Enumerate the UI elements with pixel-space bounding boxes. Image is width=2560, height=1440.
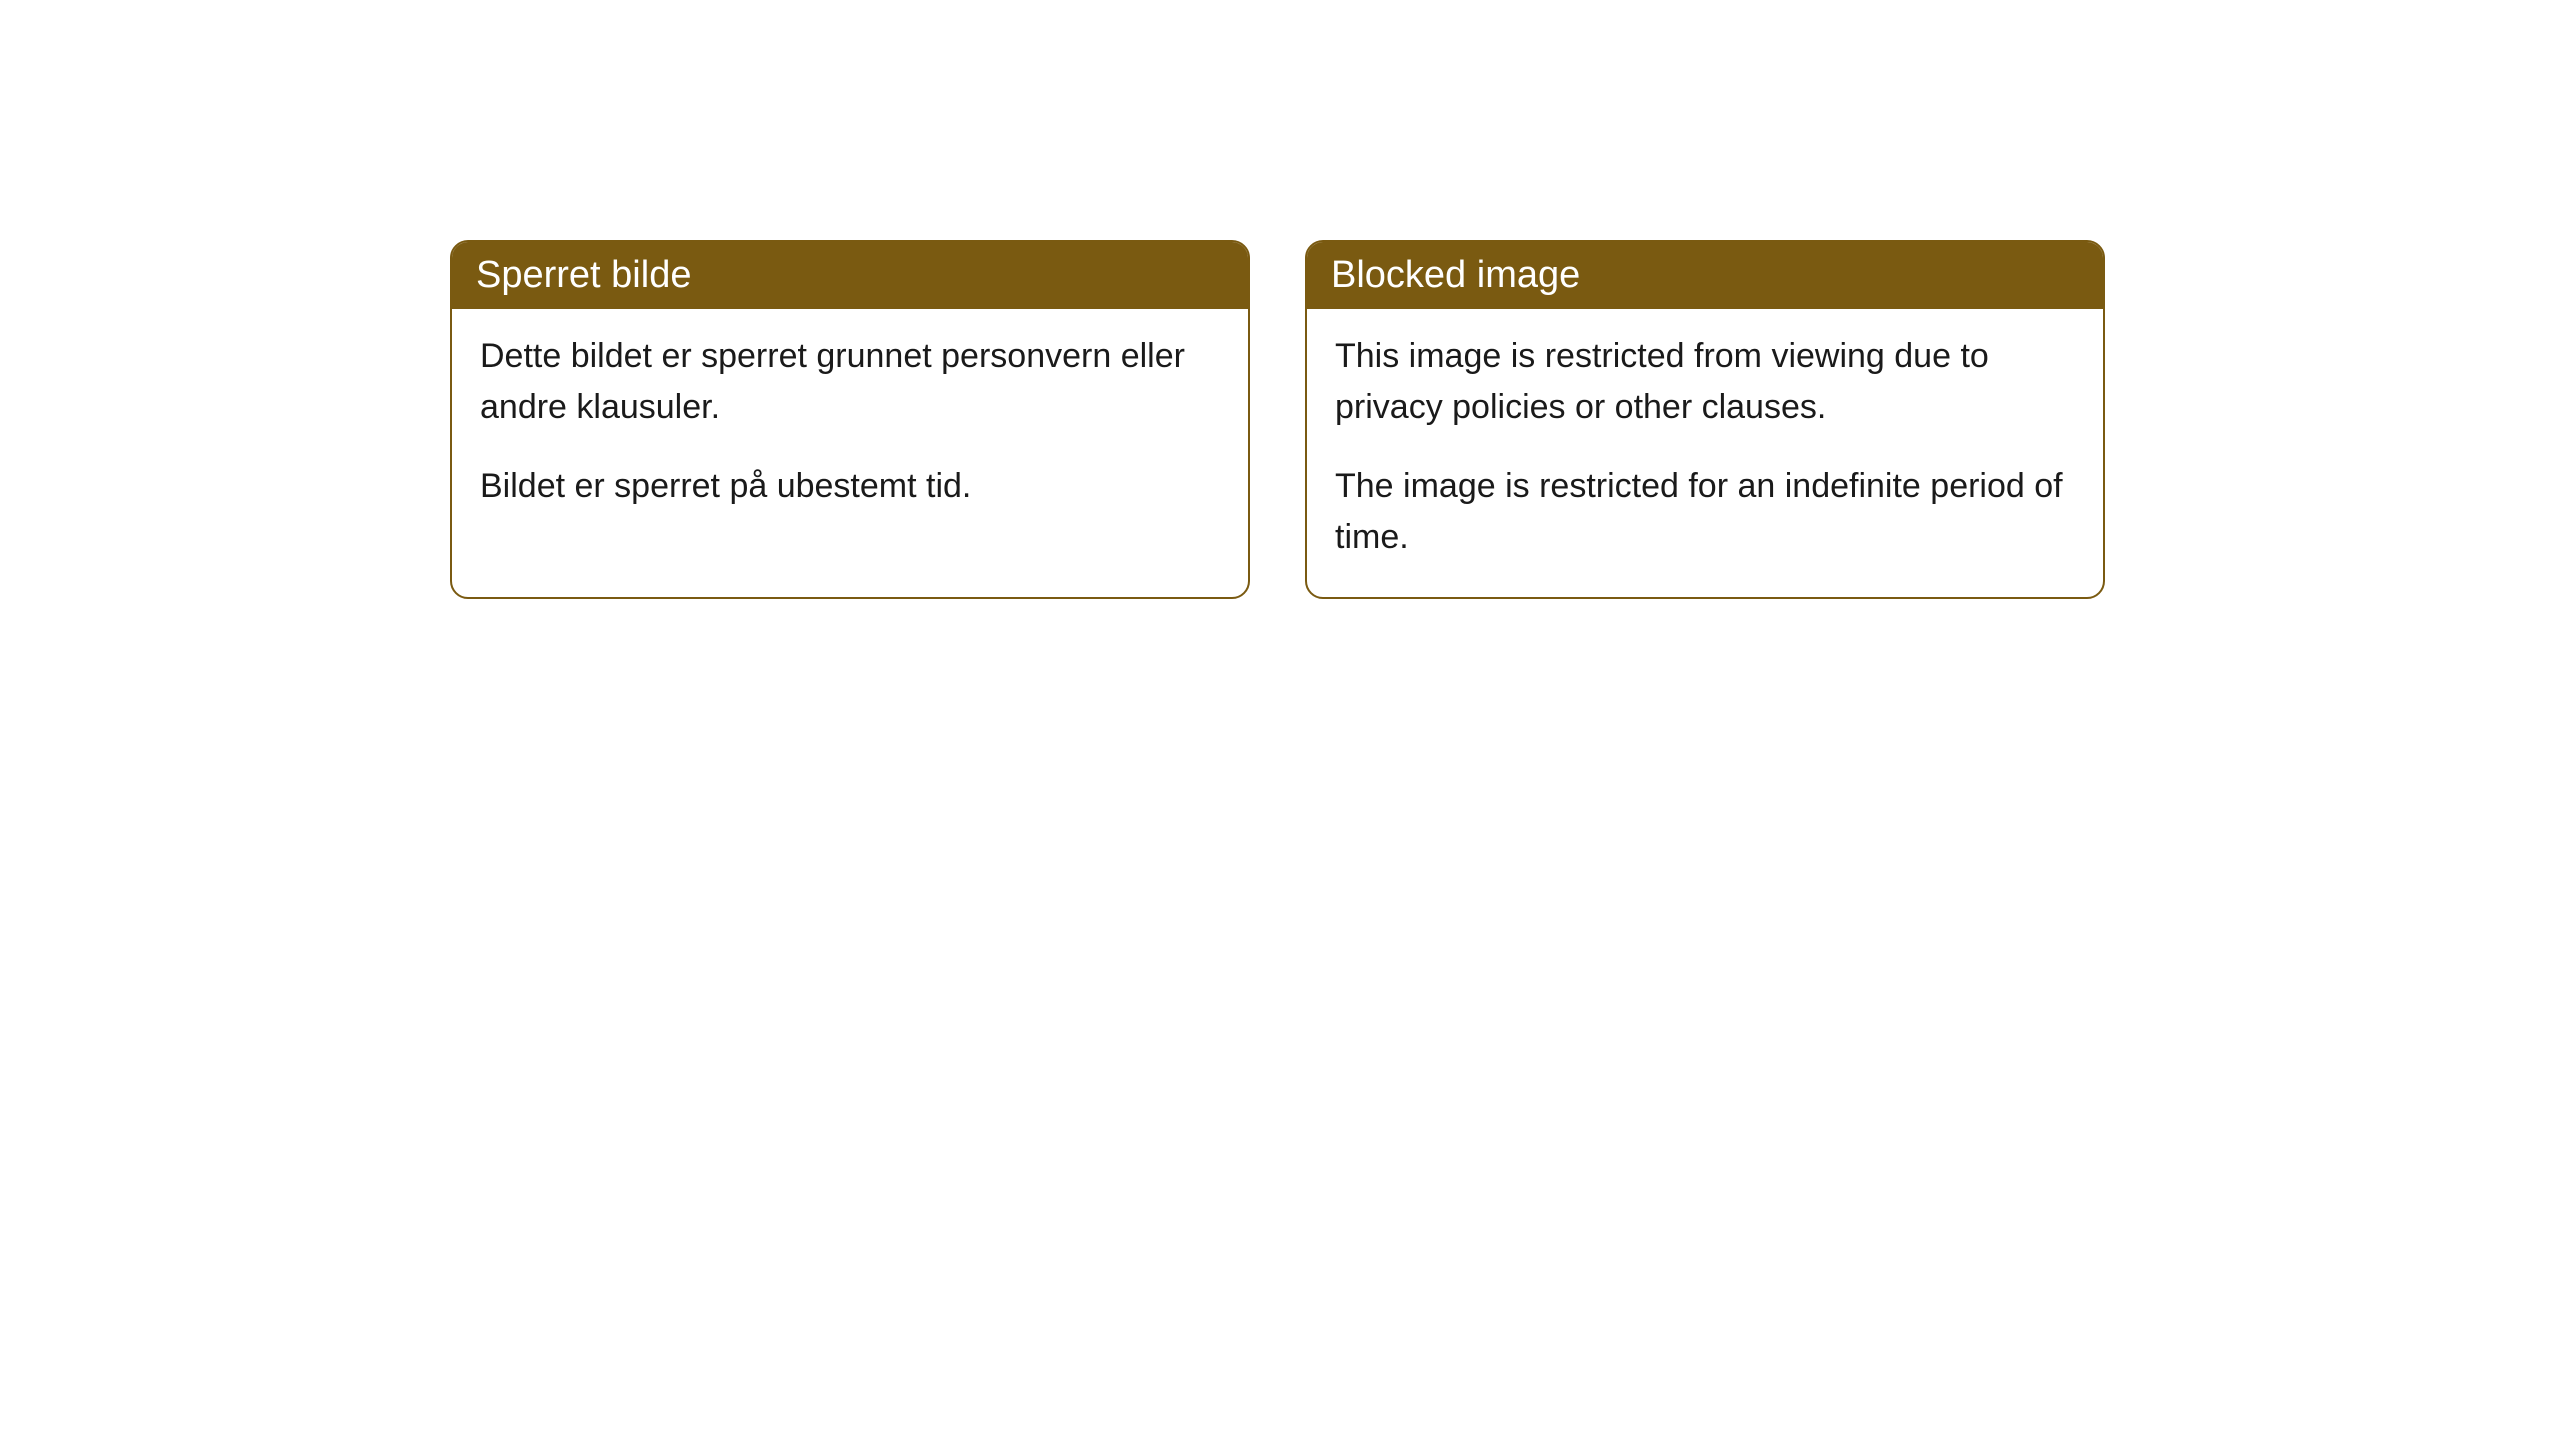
card-title: Blocked image bbox=[1331, 254, 1580, 296]
card-paragraph-1: This image is restricted from viewing du… bbox=[1335, 331, 2075, 433]
card-header: Blocked image bbox=[1307, 242, 2103, 309]
notice-card-english: Blocked image This image is restricted f… bbox=[1305, 240, 2105, 599]
card-paragraph-1: Dette bildet er sperret grunnet personve… bbox=[480, 331, 1220, 433]
card-body: Dette bildet er sperret grunnet personve… bbox=[452, 309, 1248, 546]
card-paragraph-2: The image is restricted for an indefinit… bbox=[1335, 461, 2075, 563]
card-header: Sperret bilde bbox=[452, 242, 1248, 309]
card-body: This image is restricted from viewing du… bbox=[1307, 309, 2103, 597]
notice-cards-container: Sperret bilde Dette bildet er sperret gr… bbox=[450, 240, 2560, 599]
card-title: Sperret bilde bbox=[476, 254, 691, 296]
notice-card-norwegian: Sperret bilde Dette bildet er sperret gr… bbox=[450, 240, 1250, 599]
card-paragraph-2: Bildet er sperret på ubestemt tid. bbox=[480, 461, 1220, 512]
